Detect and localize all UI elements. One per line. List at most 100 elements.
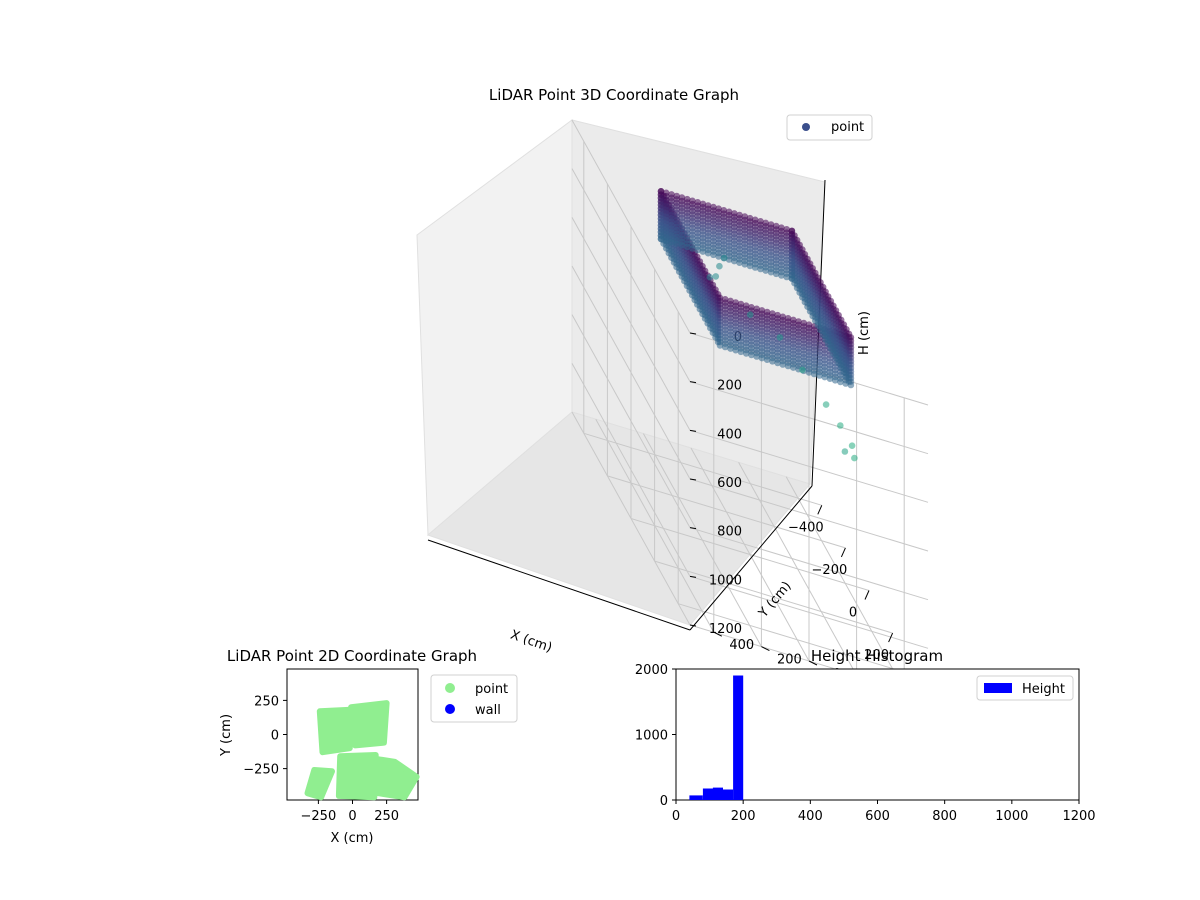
grid-line <box>571 168 691 382</box>
point-3d <box>805 369 813 376</box>
point-3d <box>715 253 722 260</box>
grid-line <box>689 381 929 455</box>
point-3d <box>784 362 792 370</box>
legend-hist: Height <box>976 675 1074 701</box>
legend-hist-label: Height <box>1022 682 1065 697</box>
plot2d-title: LiDAR Point 2D Coordinate Graph <box>227 647 477 665</box>
point-3d <box>762 267 769 274</box>
point-3d <box>758 354 766 362</box>
x-tick-label-hist: 800 <box>932 809 957 824</box>
x-tick-label-hist: 600 <box>865 809 890 824</box>
grid-line <box>571 265 691 480</box>
z-tick <box>689 624 697 627</box>
x-tick-label-2d: −250 <box>301 809 337 824</box>
point-cloud-3d <box>657 188 858 462</box>
x-tick-label-2d: 250 <box>374 809 399 824</box>
plot3d: LiDAR Point 3D Coordinate Graph −400 −200… <box>416 86 950 711</box>
point-3d <box>712 273 720 280</box>
x-tick-label-hist: 200 <box>731 809 756 824</box>
point-3d <box>683 243 691 251</box>
point-3d <box>757 265 764 273</box>
x-axis-line <box>427 539 691 631</box>
point-3d <box>716 342 724 349</box>
point-3d <box>694 246 701 254</box>
z-tick <box>689 381 697 384</box>
y-tick <box>808 660 818 666</box>
legend-2d-marker-wall <box>445 704 455 714</box>
point-3d <box>748 351 755 359</box>
point-3d <box>847 381 855 389</box>
z-tick <box>689 527 697 530</box>
grid-line <box>571 411 691 626</box>
grid-line <box>571 363 691 577</box>
y-tick-label: 200 <box>777 653 802 668</box>
y-tick-label-hist: 1000 <box>635 729 668 744</box>
grid-line <box>785 476 905 691</box>
grid-line <box>690 447 810 662</box>
grid-line <box>689 478 929 552</box>
point-3d <box>767 268 775 276</box>
histogram-bars <box>689 675 744 800</box>
histogram-bar <box>712 787 723 800</box>
point-3d <box>732 346 739 354</box>
point-3d <box>742 350 750 357</box>
y-axis-line <box>689 485 813 631</box>
scatter2d-point-cluster <box>335 752 379 801</box>
point-3d <box>842 380 849 387</box>
point-3d <box>837 378 844 386</box>
x-tick-label: −400 <box>788 520 824 535</box>
y-axis-label-2d: Y (cm) <box>219 714 234 757</box>
histogram-title: Height Histogram <box>811 647 943 665</box>
point-3d <box>851 454 858 462</box>
grid-line <box>642 433 762 647</box>
point-3d <box>746 311 754 319</box>
y-tick-label-hist: 2000 <box>635 663 668 678</box>
grid-line <box>595 418 715 633</box>
ticks2d: −250 −250 0 0 250 250 <box>243 694 399 824</box>
point-3d <box>727 345 734 352</box>
point-3d <box>841 448 849 455</box>
point-3d <box>810 370 818 378</box>
z-tick <box>689 478 697 481</box>
x-tick-label-hist: 400 <box>798 809 823 824</box>
point-3d <box>704 249 712 257</box>
z-tick-label: 800 <box>717 525 742 540</box>
point-3d <box>716 262 723 270</box>
point-3d <box>657 235 665 243</box>
legend-2d-label-point: point <box>475 682 508 697</box>
point-3d <box>790 364 797 371</box>
legend-hist-swatch <box>984 683 1012 693</box>
z-tick-label: 400 <box>717 427 742 442</box>
histogram-bar <box>702 788 713 800</box>
point-3d <box>662 237 670 244</box>
point-3d <box>753 353 760 360</box>
scatter2d-point-cluster <box>304 767 335 801</box>
point-3d <box>816 372 823 379</box>
x-axis-label-3d: X (cm) <box>508 628 554 656</box>
point-3d <box>769 358 776 365</box>
point-3d <box>710 251 717 259</box>
y-tick-label-2d: 0 <box>271 729 279 744</box>
z-tick <box>689 575 697 578</box>
scatter2d-point-cluster <box>374 756 420 801</box>
point-3d <box>689 245 696 252</box>
x-tick <box>864 590 870 600</box>
point-3d <box>848 442 856 450</box>
x-tick-label: 0 <box>849 606 857 621</box>
legend-3d: point <box>786 114 873 141</box>
z-tick-label: 600 <box>717 476 742 491</box>
point-3d <box>763 356 771 364</box>
z-tick <box>689 332 697 335</box>
point-3d <box>673 240 680 247</box>
legend-3d-box <box>786 114 873 141</box>
x-tick-label-2d: 0 <box>348 809 356 824</box>
plot3d-title: LiDAR Point 3D Coordinate Graph <box>489 86 739 104</box>
point-3d <box>772 270 780 278</box>
point-3d <box>826 375 834 383</box>
point-3d <box>788 275 796 282</box>
grid-line <box>571 217 691 431</box>
legend-hist-box <box>976 675 1074 701</box>
point-3d <box>822 401 830 408</box>
point-3d <box>737 348 745 356</box>
pane-floor <box>427 411 811 626</box>
